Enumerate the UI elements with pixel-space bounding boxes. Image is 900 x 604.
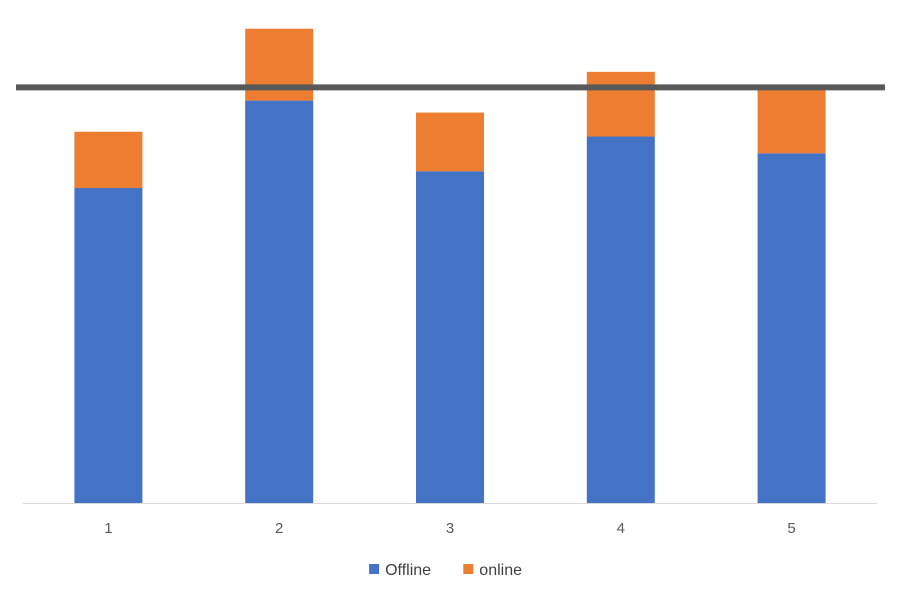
legend-label-offline: Offline (385, 562, 431, 579)
bar-offline-1 (74, 188, 143, 503)
bar-offline-5 (757, 153, 826, 504)
bar-online-5 (757, 89, 826, 154)
x-tick-label: 4 (617, 520, 625, 537)
x-tick-label: 3 (446, 520, 454, 537)
bar-online-4 (586, 71, 655, 137)
legend-swatch-online (463, 564, 474, 574)
bar-offline-4 (586, 136, 655, 503)
bar-offline-3 (416, 171, 484, 503)
legend-swatch-offline (369, 564, 380, 574)
legend-label-online: online (479, 562, 522, 579)
bar-offline-2 (245, 100, 314, 503)
x-tick-labels: 1 2 3 4 5 (104, 520, 796, 537)
x-tick-label: 1 (104, 520, 112, 537)
bars-layer (74, 28, 826, 504)
bar-online-3 (416, 112, 484, 172)
bar-online-1 (74, 131, 143, 189)
x-tick-label: 2 (275, 520, 283, 537)
x-tick-label: 5 (787, 520, 795, 537)
legend: Offline online (369, 562, 522, 579)
